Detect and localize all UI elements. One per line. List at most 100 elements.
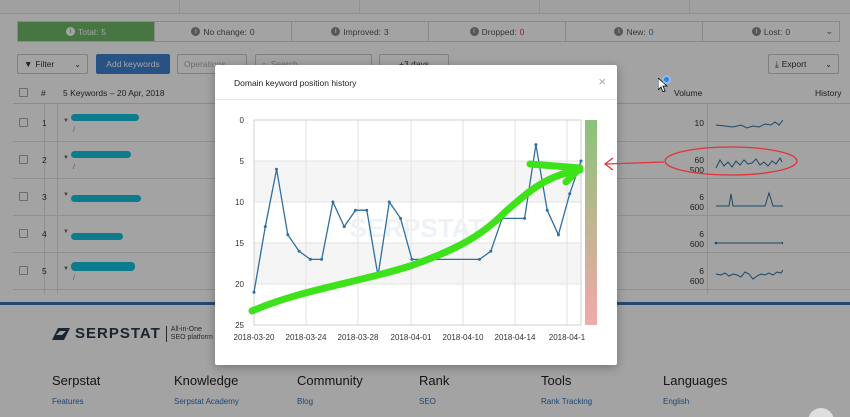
y-tick-label: 10 (235, 198, 244, 207)
expand-icon[interactable]: ▼ (63, 229, 69, 235)
expand-icon[interactable]: ▼ (63, 155, 69, 161)
stat-lost[interactable]: i Lost: 0 ⌄ (703, 22, 839, 41)
footer-link-rank-tracking[interactable]: Rank Tracking (541, 397, 593, 406)
y-tick-label: 20 (235, 280, 244, 289)
data-point (534, 143, 538, 147)
modal-title: Domain keyword position history (234, 78, 357, 88)
data-point (297, 249, 301, 253)
chevron-down-icon: ⌄ (74, 60, 81, 69)
data-point (376, 274, 380, 278)
data-point (568, 192, 572, 196)
grid-band (254, 243, 581, 284)
column-history: History (815, 88, 842, 98)
filter-dropdown[interactable]: ▼ Filter ⌄ (17, 54, 88, 74)
expand-icon[interactable]: ▼ (63, 266, 69, 272)
data-point (308, 257, 312, 261)
y-tick-label: 5 (240, 157, 245, 166)
footer-link-features[interactable]: Features (52, 397, 84, 406)
y-tick-label: 15 (235, 239, 244, 248)
stat-new[interactable]: i New: 0 (566, 22, 703, 41)
expand-icon[interactable]: ▼ (63, 192, 69, 198)
x-tick-label: 2018-03-24 (286, 333, 327, 342)
column-keywords: 5 Keywords – 20 Apr, 2018 (63, 88, 165, 98)
footer-col-tools: Tools Rank Tracking (541, 373, 593, 406)
volume-value: 6 600 (689, 192, 704, 212)
x-tick-label: 2018-04-01 (391, 333, 432, 342)
top-band (0, 0, 850, 14)
search-icon: ⌕ (262, 58, 267, 69)
data-point (556, 233, 560, 237)
data-point (478, 257, 482, 261)
column-volume[interactable]: Volume (674, 88, 703, 98)
history-sparkline (715, 269, 783, 280)
footer-col-community: Community Blog (297, 373, 363, 406)
row-checkbox[interactable] (19, 155, 28, 164)
data-point (286, 233, 290, 237)
redacted-keyword (71, 233, 123, 240)
info-icon: i (469, 27, 479, 36)
chat-widget-button[interactable] (808, 408, 834, 417)
mouse-cursor-icon (658, 78, 668, 92)
history-sparkline (715, 119, 783, 129)
data-point (320, 257, 324, 261)
serpstat-logo[interactable]: SERPSTAT All-in-One SEO platform (52, 325, 213, 342)
chevron-down-icon[interactable]: ⌄ (825, 26, 833, 36)
data-point (500, 216, 504, 220)
data-point (275, 167, 279, 171)
info-icon: i (191, 27, 201, 36)
position-gradient-bar (585, 120, 597, 325)
close-icon[interactable]: × (598, 74, 606, 89)
data-point (399, 216, 403, 220)
data-point (353, 208, 357, 212)
position-history-modal: Domain keyword position history × 0 5 10 15… (215, 65, 617, 365)
export-dropdown[interactable]: ⤓ Export ⌄ (768, 54, 839, 74)
data-point (252, 290, 256, 294)
footer-link-academy[interactable]: Serpstat Academy (174, 397, 239, 406)
row-checkbox[interactable] (19, 266, 28, 275)
data-point (410, 257, 414, 261)
volume-value: 6 600 (689, 229, 704, 249)
position-history-chart: 0 5 10 15 20 25 2018-03-20 2018-03-24 2018-03-28… (234, 116, 597, 342)
redacted-keyword (71, 151, 131, 158)
add-keywords-button[interactable]: Add keywords (96, 54, 170, 74)
redacted-keyword (71, 262, 135, 271)
data-point (489, 249, 493, 253)
y-tick-label: 0 (240, 116, 245, 125)
stat-improved[interactable]: i Improved: 3 (292, 22, 429, 41)
x-tick-label: 2018-03-28 (338, 333, 379, 342)
x-tick-label: 2018-03-20 (234, 333, 275, 342)
stat-no-change[interactable]: i No change: 0 (155, 22, 292, 41)
info-icon: i (331, 27, 341, 36)
data-point (545, 208, 549, 212)
y-tick-label: 25 (235, 321, 244, 330)
expand-icon[interactable]: ▼ (63, 118, 69, 124)
data-point (365, 208, 369, 212)
data-point (387, 200, 391, 204)
column-number: # (41, 88, 46, 98)
footer-link-blog[interactable]: Blog (297, 397, 314, 406)
footer-link-seo[interactable]: SEO (419, 397, 436, 406)
info-icon: i (751, 27, 761, 36)
chevron-down-icon: ⌄ (825, 60, 832, 69)
serpstat-logo-mark-icon (52, 327, 70, 340)
redacted-keyword (71, 114, 139, 121)
data-point (523, 216, 527, 220)
footer-col-rank: Rank SEO (419, 373, 450, 406)
position-stats-bar: i Total: 5 i No change: 0 i Improved: 3 i Dropp… (17, 21, 840, 42)
stat-dropped[interactable]: i Dropped: 0 (429, 22, 566, 41)
row-checkbox[interactable] (19, 118, 28, 127)
footer-link-english[interactable]: English (663, 397, 690, 406)
data-point (263, 225, 267, 229)
row-checkbox[interactable] (19, 192, 28, 201)
footer-col-serpstat: Serpstat Features (52, 373, 101, 406)
row-checkbox[interactable] (19, 229, 28, 238)
filter-icon: ▼ (24, 59, 33, 69)
x-tick-label: 2018-04-1 (549, 333, 586, 342)
data-point (331, 200, 335, 204)
stat-total[interactable]: i Total: 5 (18, 22, 155, 41)
history-sparkline (714, 241, 783, 245)
select-all-checkbox[interactable] (19, 88, 28, 97)
footer-col-languages: Languages English (663, 373, 728, 406)
volume-value: 6 600 (689, 266, 704, 286)
x-tick-label: 2018-04-10 (443, 333, 484, 342)
